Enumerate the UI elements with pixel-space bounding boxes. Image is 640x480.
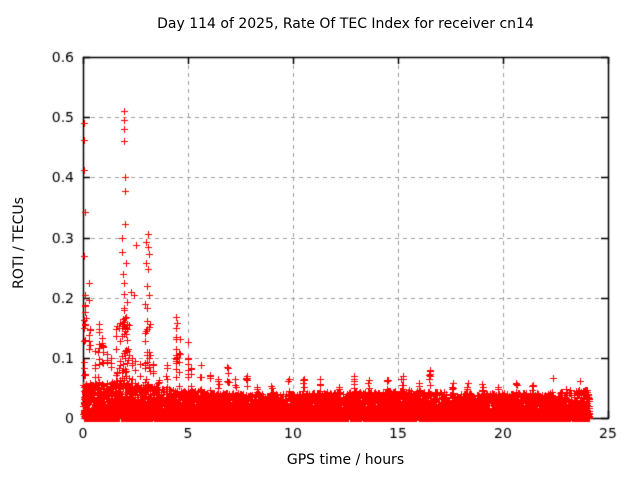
chart-title: Day 114 of 2025, Rate Of TEC Index for r… — [157, 16, 534, 32]
y-axis-label: ROTI / TECUs — [11, 197, 27, 289]
x-axis-label: GPS time / hours — [286, 452, 405, 468]
